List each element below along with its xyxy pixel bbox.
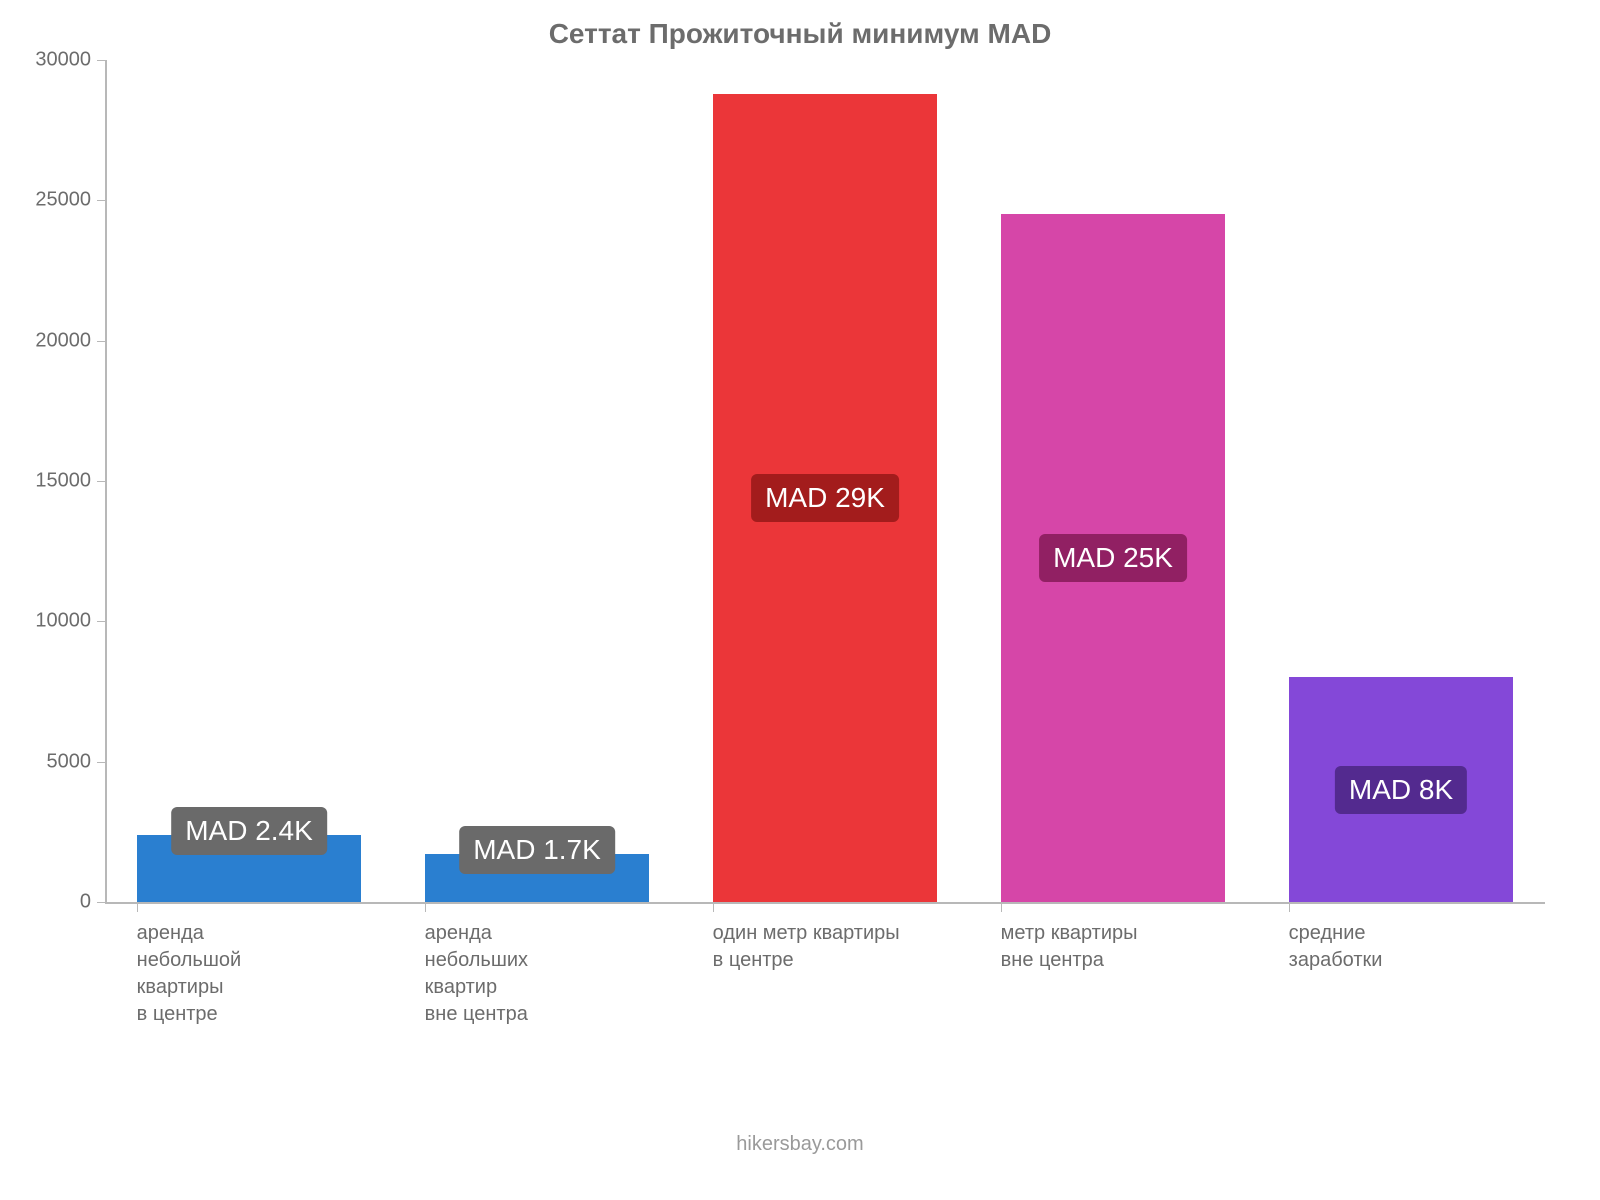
x-tick-label: средние заработки bbox=[1289, 920, 1554, 974]
y-tick-label: 30000 bbox=[35, 49, 91, 72]
source-attribution: hikersbay.com bbox=[0, 1133, 1600, 1156]
bar-value-badge: MAD 8K bbox=[1335, 766, 1467, 814]
x-tick-mark bbox=[137, 904, 138, 912]
x-tick-mark bbox=[713, 904, 714, 912]
y-tick-mark bbox=[97, 200, 105, 201]
y-tick-label: 5000 bbox=[47, 750, 92, 773]
x-tick-mark bbox=[1289, 904, 1290, 912]
y-tick-label: 0 bbox=[80, 891, 91, 914]
bar-value-badge: MAD 2.4K bbox=[171, 807, 327, 855]
chart-container: Сеттат Прожиточный минимум MAD MAD 2.4KM… bbox=[0, 0, 1600, 1200]
y-tick-label: 20000 bbox=[35, 329, 91, 352]
y-tick-mark bbox=[97, 902, 105, 903]
bar-value-badge: MAD 25K bbox=[1039, 534, 1187, 582]
bar-value-badge: MAD 29K bbox=[751, 474, 899, 522]
x-tick-label: аренда небольших квартир вне центра bbox=[425, 920, 690, 1028]
y-tick-mark bbox=[97, 762, 105, 763]
y-tick-label: 25000 bbox=[35, 189, 91, 212]
y-tick-mark bbox=[97, 60, 105, 61]
x-tick-mark bbox=[1001, 904, 1002, 912]
y-tick-mark bbox=[97, 621, 105, 622]
y-tick-label: 15000 bbox=[35, 470, 91, 493]
x-tick-label: аренда небольшой квартиры в центре bbox=[137, 920, 402, 1028]
y-tick-mark bbox=[97, 341, 105, 342]
bar-value-badge: MAD 1.7K bbox=[459, 826, 615, 874]
y-tick-label: 10000 bbox=[35, 610, 91, 633]
x-axis-line bbox=[105, 902, 1545, 904]
x-tick-label: метр квартиры вне центра bbox=[1001, 920, 1266, 974]
y-axis-line bbox=[105, 60, 107, 902]
chart-title: Сеттат Прожиточный минимум MAD bbox=[0, 18, 1600, 50]
x-tick-mark bbox=[425, 904, 426, 912]
y-tick-mark bbox=[97, 481, 105, 482]
plot-area: MAD 2.4K MAD 1.7K MAD 29K MAD 25K MAD 8K bbox=[105, 60, 1545, 902]
x-tick-label: один метр квартиры в центре bbox=[713, 920, 978, 974]
